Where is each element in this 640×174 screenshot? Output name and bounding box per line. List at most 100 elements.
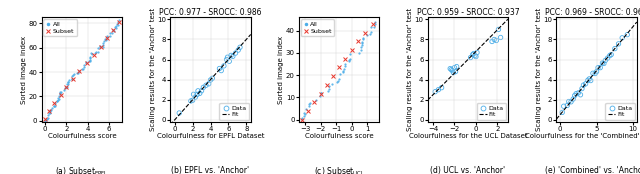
Point [597,62,607,64]
Point [228,55,238,58]
Point [602,57,612,60]
Point [451,65,461,68]
Point [190,96,200,98]
Text: (d) UCL vs. 'Anchor': (d) UCL vs. 'Anchor' [430,166,506,174]
Point [487,40,497,43]
Point [468,53,478,56]
Point [613,42,623,45]
Point [584,77,595,80]
Point [568,98,579,100]
Point [174,112,184,114]
Point [564,100,574,103]
Point [198,86,209,89]
Point [591,70,602,73]
Point [470,54,480,57]
Y-axis label: Scaling results for the 'Anchor' test: Scaling results for the 'Anchor' test [150,8,156,131]
Legend: All, Subset: All, Subset [44,19,77,36]
Y-axis label: Scaling results for the 'Anchor' test: Scaling results for the 'Anchor' test [407,8,413,131]
Point [196,89,207,92]
Title: PCC: 0.977 - SROCC: 0.986: PCC: 0.977 - SROCC: 0.986 [159,8,262,17]
Point [448,71,458,74]
Point [430,90,440,93]
Point [445,67,455,70]
Point [188,99,198,102]
Point [201,84,211,87]
Point [491,39,501,42]
Point [205,79,216,81]
Text: (e) 'Combined' vs. 'Anchor': (e) 'Combined' vs. 'Anchor' [545,166,640,174]
Point [566,100,576,103]
Point [233,49,243,52]
Point [610,47,620,50]
X-axis label: Colourfulness score: Colourfulness score [47,133,116,139]
Point [226,54,236,57]
Point [622,33,632,36]
X-axis label: Colourfulness for the UCL Dataset: Colourfulness for the UCL Dataset [408,133,527,139]
Point [451,70,461,73]
Title: PCC: 0.969 - SROCC: 0.961: PCC: 0.969 - SROCC: 0.961 [545,8,640,17]
Point [204,82,214,85]
Point [188,93,198,96]
Point [221,58,232,61]
Point [230,52,241,54]
X-axis label: Colourfulness for the 'Combined' Dataset: Colourfulness for the 'Combined' Dataset [525,133,640,139]
Point [235,46,245,49]
Point [468,52,479,55]
Point [224,60,234,63]
Point [562,104,572,107]
Point [207,77,218,80]
Point [577,87,587,90]
Title: PCC: 0.959 - SROCC: 0.937: PCC: 0.959 - SROCC: 0.937 [417,8,519,17]
Point [557,111,567,114]
Point [493,28,504,31]
Point [195,92,205,95]
Point [465,56,476,59]
Point [593,66,603,69]
Point [449,66,460,69]
Point [216,69,227,72]
X-axis label: Colourfulness score: Colourfulness score [305,133,374,139]
Text: (a) Subset$_{\mathrm{EPFL}}$: (a) Subset$_{\mathrm{EPFL}}$ [55,166,109,174]
Point [588,72,598,75]
Point [582,79,593,82]
Y-axis label: Sorted image index: Sorted image index [278,35,284,104]
Point [606,53,616,56]
Point [599,62,609,65]
Point [586,79,596,82]
Point [433,88,444,91]
Point [595,66,605,69]
X-axis label: Colourfulness for EPFL Dataset: Colourfulness for EPFL Dataset [157,133,264,139]
Point [219,64,229,67]
Point [580,82,591,85]
Point [192,93,202,96]
Point [446,68,456,71]
Point [559,105,569,108]
Point [575,93,586,96]
Point [495,36,506,39]
Y-axis label: Scaling results for the 'Anchor' test: Scaling results for the 'Anchor' test [536,8,542,131]
Y-axis label: Sorted image index: Sorted image index [21,35,27,104]
Point [570,94,580,97]
Text: (c) Subset$_{\mathrm{UCL}}$: (c) Subset$_{\mathrm{UCL}}$ [314,166,365,174]
Point [472,51,482,54]
Point [600,59,611,62]
Point [590,72,600,75]
Point [617,36,627,39]
Legend: Data, Fit: Data, Fit [605,103,635,120]
Point [214,67,225,70]
Point [222,56,232,59]
Legend: Data, Fit: Data, Fit [220,103,249,120]
Text: (b) EPFL vs. 'Anchor': (b) EPFL vs. 'Anchor' [172,166,250,174]
Point [605,54,615,57]
Point [573,92,584,94]
Point [447,69,458,72]
Point [471,55,481,58]
Point [436,86,447,89]
Point [489,38,499,41]
Point [579,84,589,86]
Legend: All, Subset: All, Subset [301,19,334,36]
Point [186,100,196,102]
Legend: Data, Fit: Data, Fit [477,103,506,120]
Point [571,92,581,95]
Point [193,89,203,92]
